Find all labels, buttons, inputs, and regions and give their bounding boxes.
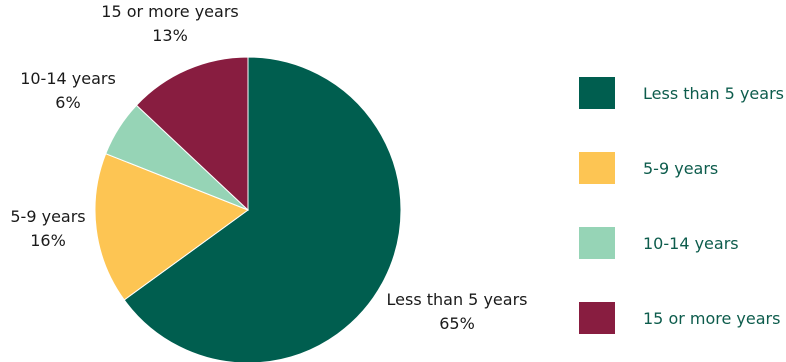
slice-label: 5-9 years 16% [10, 207, 85, 250]
legend-swatch [579, 302, 615, 334]
legend-label: 15 or more years [643, 309, 780, 328]
slice-category-label: Less than 5 years [387, 290, 528, 309]
pie-slice-labels: Less than 5 years 65% 5-9 years 16% 10-14 ye… [10, 2, 527, 333]
pie-slices [94, 56, 402, 362]
slice-value-label: 16% [30, 231, 66, 250]
legend-swatch [579, 227, 615, 259]
pie-slice-5-9-years [94, 153, 250, 301]
slice-label: 15 or more years 13% [101, 2, 238, 45]
slice-value-label: 65% [439, 314, 475, 333]
slice-category-label: 5-9 years [10, 207, 85, 226]
legend-swatch [579, 152, 615, 184]
legend-label: 10-14 years [643, 234, 739, 253]
slice-category-label: 10-14 years [20, 69, 116, 88]
slice-value-label: 6% [55, 93, 80, 112]
chart-legend: Less than 5 years 5-9 years 10-14 years 15 … [579, 77, 784, 334]
slice-label: Less than 5 years 65% [387, 290, 528, 333]
slice-value-label: 13% [152, 26, 188, 45]
pie-slice-less-than-5-years [123, 56, 402, 362]
slice-label: 10-14 years 6% [20, 69, 116, 112]
pie-slice-15-or-more-years [135, 56, 249, 212]
slice-category-label: 15 or more years [101, 2, 238, 21]
legend-label: 5-9 years [643, 159, 718, 178]
legend-label: Less than 5 years [643, 84, 784, 103]
legend-swatch [579, 77, 615, 109]
